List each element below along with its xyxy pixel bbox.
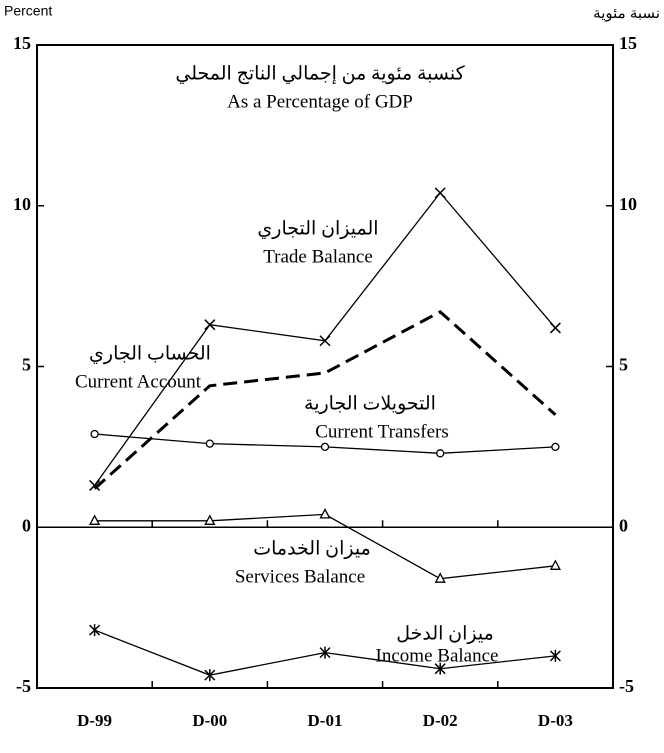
marker <box>204 669 216 682</box>
series-label-ar: الميزان التجاري <box>257 218 378 239</box>
x-tick-label: D-02 <box>423 711 458 730</box>
x-tick-label: D-00 <box>192 711 227 730</box>
series-label-ar: الحساب الجاري <box>89 343 211 364</box>
x-tick-label: D-01 <box>308 711 343 730</box>
marker <box>319 508 331 519</box>
marker <box>89 514 101 525</box>
marker <box>319 335 331 347</box>
y-tick-label: 0 <box>22 515 31 535</box>
marker <box>551 442 560 452</box>
series-label: Current Transfers <box>315 421 449 442</box>
plot-frame <box>36 44 614 689</box>
y2-tick-label: 10 <box>619 194 637 214</box>
marker <box>436 449 445 458</box>
x-tick-label: D-03 <box>538 711 573 730</box>
y2-tick-label: 0 <box>619 515 628 535</box>
y2-axis-label: نسبة مئوية <box>593 5 660 22</box>
marker <box>205 439 214 448</box>
series-label: Income Balance <box>376 645 499 666</box>
series-label: Current Account <box>75 371 202 392</box>
chart-title: كنسبة مئوية من إجمالي الناتج المحلي <box>175 63 465 84</box>
series-line <box>93 310 557 490</box>
marker <box>549 649 561 662</box>
marker <box>89 479 101 491</box>
marker <box>549 322 561 334</box>
y-axis-label: Percent <box>4 3 52 19</box>
y-tick-label: 15 <box>13 33 31 53</box>
x-tick-label: D-99 <box>77 711 112 730</box>
marker <box>434 187 446 199</box>
marker <box>320 442 330 452</box>
marker <box>434 572 446 583</box>
series-label: Services Balance <box>235 566 365 587</box>
y-tick-label: 5 <box>22 355 31 375</box>
y2-tick-label: 15 <box>619 33 637 53</box>
chart-subtitle: As a Percentage of GDP <box>227 91 413 112</box>
marker <box>89 624 101 637</box>
series-label-ar: ميزان الخدمات <box>253 538 371 559</box>
y2-tick-label: 5 <box>619 355 628 375</box>
marker <box>90 429 99 439</box>
marker <box>434 662 446 675</box>
y-tick-label: -5 <box>16 676 31 696</box>
marker <box>204 514 216 525</box>
y2-tick-label: -5 <box>619 676 634 696</box>
series-label-ar: ميزان الدخل <box>396 623 494 644</box>
y-tick-label: 10 <box>13 194 31 214</box>
marker <box>204 319 216 331</box>
marker <box>549 559 561 570</box>
series-label-ar: التحويلات الجارية <box>304 393 436 414</box>
series-label: Trade Balance <box>263 246 373 267</box>
marker <box>319 646 331 659</box>
